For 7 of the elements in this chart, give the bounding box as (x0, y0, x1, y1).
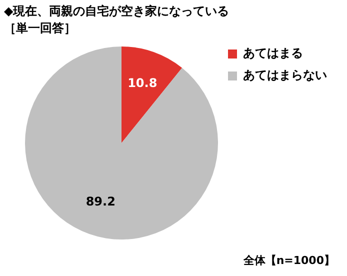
data-label: 89.2 (86, 194, 116, 208)
text: 全体【n=1000】 (243, 253, 335, 268)
chart-title: ◆現在、両親の自宅が空き家になっている (4, 3, 230, 20)
chart-subtitle: ［単一回答］ (4, 20, 76, 37)
data-label: 10.8 (128, 76, 158, 90)
legend-label: あてはまる (243, 46, 303, 60)
legend-label: あてはまらない (243, 68, 327, 82)
